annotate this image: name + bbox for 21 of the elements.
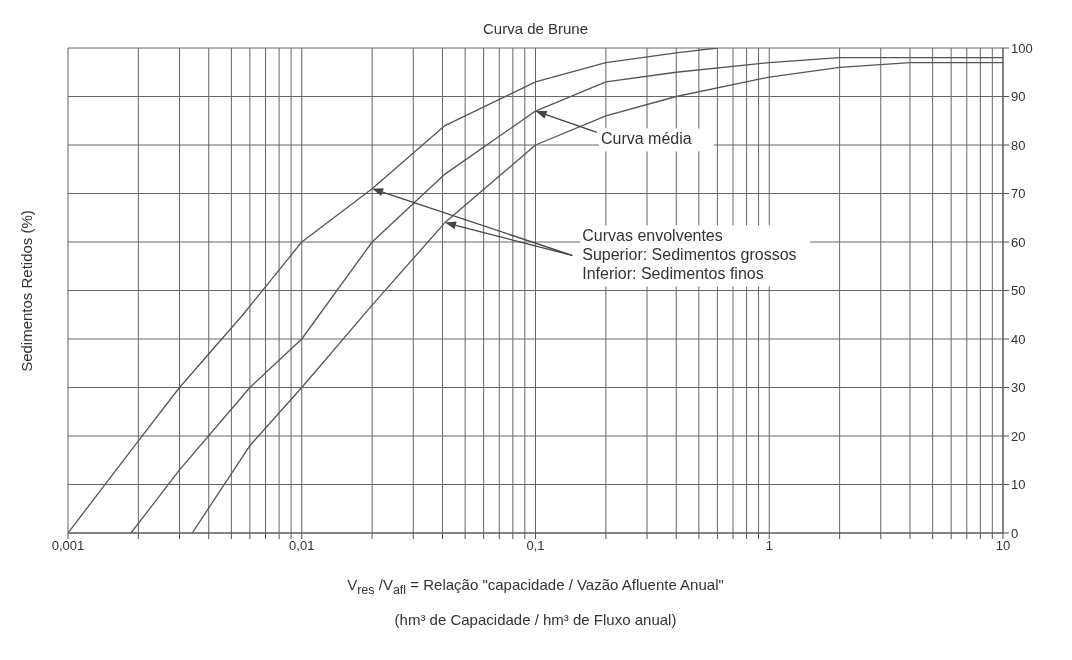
y-tick-label: 80 [1011,137,1026,153]
x-tick-label: 0,1 [526,538,545,554]
annotation: Curvas envolventes Superior: Sedimentos grossos Inferior: Sedimentos finos [582,227,797,283]
y-tick-label: 30 [1011,380,1026,396]
y-tick-label: 60 [1011,234,1026,250]
y-tick-label: 0 [1011,525,1019,541]
y-axis-title: Sedimentos Retidos (%) [17,209,35,372]
x-tick-label: 0,001 [51,538,85,554]
text: V$_{res}$ /V$_{afl}$ = Relação "capacidade / Vazão Afluente Anual" (hm³ de Capacidade / hm³ de Fluxo anual) [347,576,724,628]
y-tick-label: 50 [1011,283,1026,299]
y-tick-label: 100 [1011,40,1033,56]
x-tick-label: 0,01 [289,538,315,554]
y-tick-label: 10 [1011,477,1026,493]
annotation: Curva média [600,130,692,148]
y-tick-label: 70 [1011,186,1026,202]
y-tick-label: 40 [1011,331,1026,347]
x-tick-label: 1 [765,538,773,554]
chart-title: Curva de Brune [481,20,590,37]
x-tick-label: 10 [995,538,1011,554]
y-tick-label: 20 [1011,428,1026,444]
y-tick-label: 90 [1011,89,1026,105]
